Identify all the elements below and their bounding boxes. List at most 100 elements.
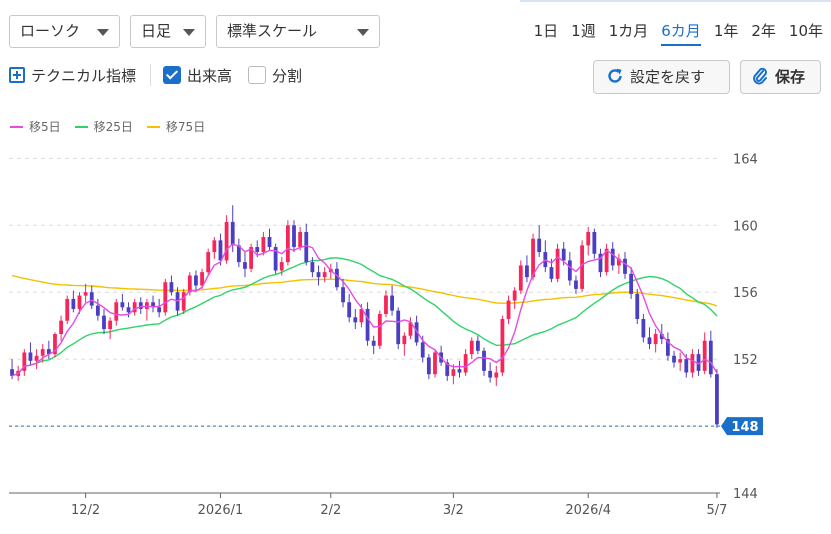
- candle-body: [194, 275, 198, 286]
- candle-body: [390, 295, 394, 311]
- candle-body: [580, 245, 584, 289]
- candle-body: [187, 275, 192, 293]
- candle-body: [445, 362, 450, 376]
- scale-value: 標準スケール: [227, 22, 318, 40]
- candle-body: [53, 334, 57, 355]
- candle-body: [95, 305, 100, 316]
- period-tab-1w[interactable]: 1週: [571, 22, 596, 40]
- ma5-line: [11, 243, 718, 377]
- candle-body: [151, 302, 155, 308]
- candle-body: [310, 262, 315, 273]
- candle-body: [457, 369, 462, 373]
- legend-label: 移5日: [29, 120, 61, 134]
- candle-body: [702, 340, 707, 371]
- candle-body: [255, 247, 260, 253]
- candle-body: [426, 357, 431, 375]
- period-tab-2y[interactable]: 2年: [751, 22, 776, 40]
- candle-body: [132, 302, 137, 313]
- candle-body: [463, 354, 468, 373]
- candle-body: [279, 262, 284, 271]
- candle-body: [561, 248, 566, 261]
- technical-indicator-link[interactable]: テクニカル指標: [31, 66, 137, 85]
- candle-body: [335, 268, 339, 288]
- chevron-down-icon: [183, 29, 195, 36]
- legend-ma75: 移75日: [146, 118, 205, 135]
- candle-body: [200, 272, 204, 286]
- candle-body: [414, 322, 419, 343]
- split-checkbox[interactable]: [248, 66, 267, 84]
- y-tick-label: 156: [733, 286, 758, 301]
- candle-body: [629, 273, 634, 294]
- candle-body: [206, 252, 211, 273]
- candle-body: [249, 247, 254, 269]
- scale-select[interactable]: 標準スケール: [216, 15, 380, 48]
- candle-body: [181, 292, 186, 311]
- x-tick-label: 2026/1: [198, 503, 244, 518]
- period-tab-1y[interactable]: 1年: [713, 22, 739, 40]
- candle-body: [610, 248, 615, 266]
- candle-body: [574, 280, 578, 289]
- plus-box-icon[interactable]: [9, 67, 25, 83]
- legend-ma5: 移5日: [10, 118, 61, 135]
- candle-body: [684, 359, 689, 373]
- candle-body: [71, 298, 76, 309]
- legend-swatch: [74, 125, 88, 128]
- candle-body: [371, 340, 376, 346]
- candle-body: [482, 350, 486, 371]
- candle-body: [623, 258, 627, 274]
- save-button[interactable]: 保存: [740, 60, 821, 94]
- chart-type-value: ローソク: [20, 22, 81, 40]
- candle-body: [102, 315, 106, 330]
- candle-body: [157, 307, 162, 313]
- period-tab-1d[interactable]: 1日: [533, 22, 559, 40]
- chart-type-select[interactable]: ローソク: [9, 15, 120, 48]
- candle-body: [525, 265, 529, 278]
- candle-body: [34, 355, 39, 361]
- timeframe-select[interactable]: 日足: [130, 15, 206, 48]
- period-tab-1m[interactable]: 1カ月: [608, 22, 649, 40]
- legend-swatch: [10, 125, 23, 128]
- x-tick-label: 12/2: [71, 503, 100, 518]
- candle-body: [494, 372, 499, 378]
- candle-body: [40, 349, 45, 356]
- candle-body: [420, 342, 425, 358]
- y-tick-label: 144: [733, 487, 758, 502]
- candle-body: [77, 295, 82, 309]
- candle-body: [592, 231, 597, 254]
- period-tab-6m[interactable]: 6カ月: [661, 20, 701, 46]
- candle-body: [402, 335, 407, 345]
- candle-body: [531, 238, 535, 278]
- candle-body: [10, 369, 14, 376]
- candle-body: [500, 318, 505, 373]
- candle-body: [666, 339, 670, 356]
- ma25-line: [11, 257, 718, 377]
- candle-body: [396, 310, 401, 345]
- candle-body: [433, 352, 437, 375]
- candle-body: [126, 307, 131, 313]
- candle-body: [28, 352, 33, 361]
- legend-swatch: [146, 125, 160, 128]
- candle-body: [506, 300, 511, 319]
- x-tick-label: 5/7: [706, 503, 727, 518]
- candle-body: [120, 302, 125, 308]
- candle-body: [408, 322, 413, 336]
- candle-body: [653, 334, 658, 345]
- refresh-icon: [608, 68, 622, 83]
- split-label: 分割: [272, 66, 303, 85]
- candle-body: [672, 355, 676, 363]
- candle-body: [359, 308, 364, 323]
- candle-body: [83, 292, 88, 296]
- y-tick-label: 164: [733, 152, 758, 167]
- candle-body: [377, 313, 382, 346]
- period-tab-10y[interactable]: 10年: [788, 22, 823, 40]
- volume-checkbox[interactable]: [163, 66, 182, 84]
- candle-body: [555, 248, 560, 279]
- candle-body: [696, 354, 701, 371]
- reset-settings-button[interactable]: 設定を戻す: [593, 60, 730, 94]
- candle-body: [384, 295, 388, 314]
- candle-body: [690, 354, 695, 373]
- current-price-tag: [721, 417, 763, 436]
- candle-body: [243, 262, 247, 269]
- candle-body: [647, 337, 652, 345]
